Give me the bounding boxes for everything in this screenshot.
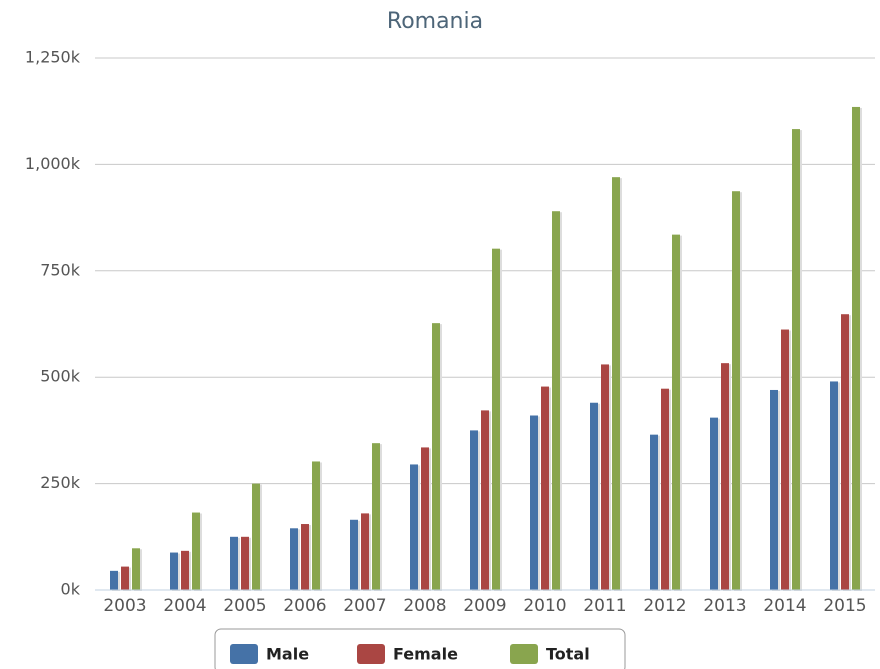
bar (661, 388, 669, 590)
legend-label[interactable]: Total (546, 645, 590, 664)
bar (432, 323, 440, 590)
y-tick-label: 1,250k (25, 48, 81, 67)
bar (830, 381, 838, 590)
bar (410, 464, 418, 590)
x-tick-label: 2009 (463, 596, 506, 616)
bar (650, 434, 658, 590)
bar (301, 524, 309, 590)
x-tick-label: 2011 (583, 596, 626, 616)
x-tick-label: 2015 (823, 596, 866, 616)
bar (781, 329, 789, 590)
bar (290, 528, 298, 590)
bar (192, 512, 200, 590)
bar (132, 548, 140, 590)
bar (672, 234, 680, 590)
x-tick-label: 2014 (763, 596, 806, 616)
legend-swatch[interactable] (510, 644, 538, 664)
bar (590, 402, 598, 590)
legend-swatch[interactable] (357, 644, 385, 664)
bar (372, 443, 380, 590)
legend-label[interactable]: Female (393, 645, 458, 664)
x-tick-label: 2003 (103, 596, 146, 616)
bar (601, 364, 609, 590)
y-tick-label: 1,000k (25, 154, 81, 173)
x-tick-label: 2004 (163, 596, 206, 616)
x-tick-label: 2012 (643, 596, 686, 616)
bar (792, 129, 800, 590)
x-tick-label: 2013 (703, 596, 746, 616)
y-tick-label: 250k (40, 473, 81, 492)
y-tick-label: 750k (40, 260, 81, 279)
x-tick-label: 2007 (343, 596, 386, 616)
bar (732, 191, 740, 590)
bar (470, 430, 478, 590)
bar (481, 410, 489, 590)
bar (110, 570, 118, 590)
chart-title: Romania (387, 9, 483, 34)
bar (361, 513, 369, 590)
x-tick-label: 2006 (283, 596, 326, 616)
legend-swatch[interactable] (230, 644, 258, 664)
bar (350, 519, 358, 590)
bar (170, 552, 178, 590)
bar (181, 550, 189, 590)
bar (230, 536, 238, 590)
y-tick-label: 500k (40, 367, 81, 386)
x-tick-label: 2008 (403, 596, 446, 616)
bar (121, 566, 129, 590)
bar (421, 447, 429, 590)
bar (541, 386, 549, 590)
bar (492, 248, 500, 590)
bar (770, 389, 778, 590)
bar (252, 483, 260, 590)
bar (552, 211, 560, 590)
x-tick-label: 2005 (223, 596, 266, 616)
bar (852, 106, 860, 590)
legend-label[interactable]: Male (266, 645, 309, 664)
bar (721, 363, 729, 590)
bar (612, 177, 620, 590)
bar (241, 536, 249, 590)
bar (312, 461, 320, 590)
bar (841, 314, 849, 590)
y-tick-label: 0k (61, 580, 81, 599)
x-tick-label: 2010 (523, 596, 566, 616)
bar (710, 417, 718, 590)
bar (530, 415, 538, 590)
